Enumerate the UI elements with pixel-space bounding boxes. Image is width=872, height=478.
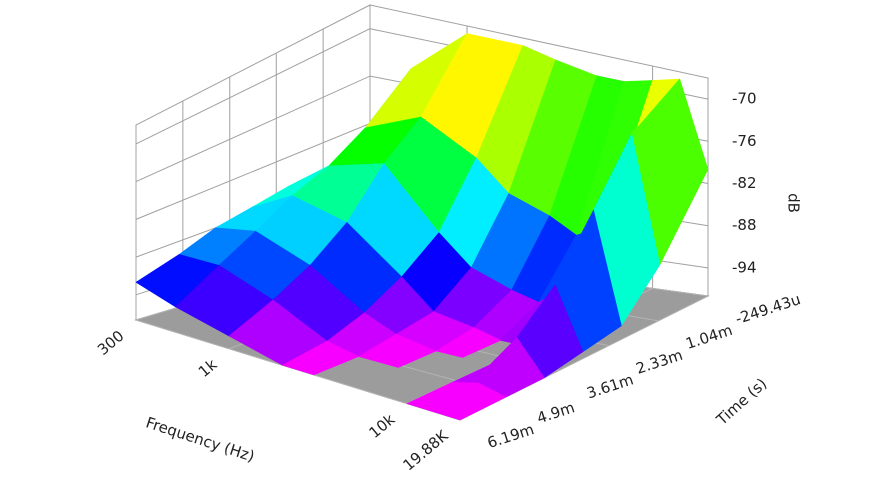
- surface-patch: [358, 333, 437, 368]
- z-tick-label: -88: [732, 216, 757, 234]
- z-tick-label: -70: [732, 90, 757, 108]
- y-tick-label: 6.19m: [485, 420, 536, 452]
- z-tick-label: -94: [732, 258, 757, 276]
- y-tick-label: 1.04m: [683, 321, 734, 353]
- z-tick-label: -76: [732, 132, 757, 150]
- z-axis-label: dB: [785, 193, 803, 213]
- x-tick-label: 1k: [195, 355, 221, 381]
- y-tick-label: 4.9m: [535, 398, 577, 427]
- surface-patch: [282, 340, 359, 376]
- plot: -70 -76 -82 -88 -94 -249.43u1.04m2.33m3.61m4.…: [94, 4, 803, 474]
- y-axis-label: Time (s): [712, 375, 770, 430]
- x-tick-label: 19.88K: [399, 426, 452, 474]
- surface-patch: [432, 382, 507, 421]
- z-tick-label: -82: [732, 174, 757, 192]
- x-tick-label: 10k: [366, 410, 399, 442]
- y-tick-label: -249.43u: [733, 290, 803, 328]
- x-tick-label: 300: [94, 327, 128, 359]
- y-tick-label: 3.61m: [584, 370, 635, 402]
- y-tick-label: 2.33m: [634, 346, 685, 378]
- surface-patch: [435, 327, 501, 358]
- x-axis-label: Frequency (Hz): [144, 413, 257, 465]
